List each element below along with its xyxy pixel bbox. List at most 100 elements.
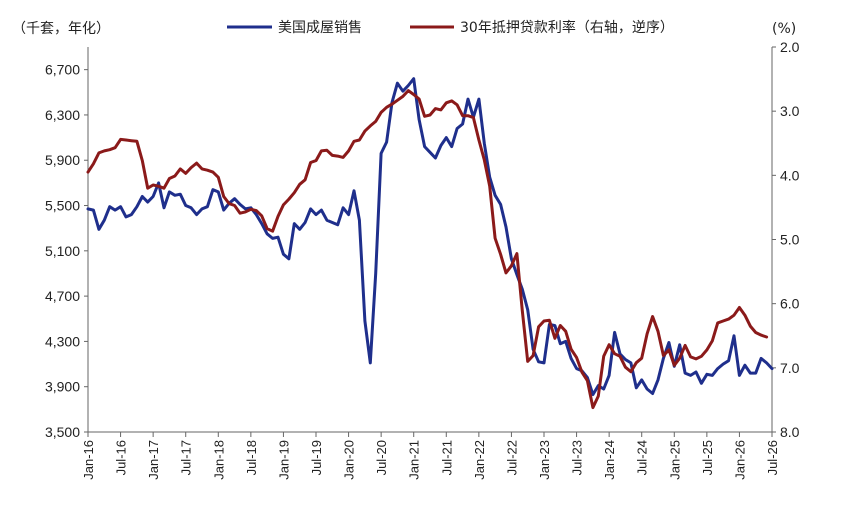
data-point-sales — [130, 213, 133, 216]
data-point-sales — [239, 203, 241, 206]
data-point-sales — [613, 331, 616, 334]
left-tick-label: 6,300 — [45, 107, 80, 123]
data-point-sales — [684, 372, 686, 374]
data-point-sales — [369, 362, 372, 364]
x-tick-label: Jul-16 — [114, 440, 129, 475]
data-point-mortgage-rate — [727, 318, 730, 320]
data-point-mortgage-rate — [559, 324, 562, 327]
x-tick-label: Jan-17 — [146, 440, 161, 480]
data-point-mortgage-rate — [119, 138, 122, 141]
data-point-sales — [353, 190, 355, 192]
data-point-mortgage-rate — [326, 149, 328, 152]
data-point-sales — [412, 77, 415, 80]
data-point-sales — [619, 353, 621, 355]
x-tick-label: Jul-23 — [570, 440, 585, 475]
data-point-sales — [222, 209, 225, 211]
x-tick-label: Jul-18 — [244, 440, 259, 475]
data-point-mortgage-rate — [678, 357, 681, 360]
data-point-mortgage-rate — [657, 330, 659, 333]
data-point-sales — [402, 90, 404, 92]
data-point-sales — [722, 363, 724, 365]
data-point-mortgage-rate — [499, 253, 502, 256]
x-tick-label: Jan-23 — [537, 440, 552, 480]
data-point-sales — [266, 233, 268, 235]
data-point-mortgage-rate — [711, 340, 714, 342]
data-point-sales — [765, 362, 768, 364]
data-point-mortgage-rate — [689, 356, 692, 358]
right-axis-label: (%) — [772, 21, 796, 37]
data-point-sales — [163, 207, 165, 209]
data-point-mortgage-rate — [163, 187, 165, 189]
data-point-mortgage-rate — [440, 109, 442, 111]
data-point-mortgage-rate — [450, 100, 453, 102]
data-point-sales — [461, 123, 464, 125]
axes: 3,500 3,900 4,300 4,700 5,100 5,500 5,900 6,300… — [45, 39, 800, 480]
left-tick-label: 4,300 — [45, 333, 80, 349]
data-point-sales — [315, 213, 317, 216]
data-point-sales — [646, 388, 648, 390]
data-point-mortgage-rate — [651, 315, 654, 318]
data-point-mortgage-rate — [239, 212, 241, 214]
data-point-mortgage-rate — [146, 187, 149, 189]
data-point-sales — [478, 98, 480, 100]
data-point-sales — [309, 208, 312, 210]
data-point-sales — [282, 253, 285, 255]
data-point-sales — [342, 207, 344, 209]
series-layer — [86, 77, 774, 410]
data-point-mortgage-rate — [293, 191, 296, 194]
data-point-mortgage-rate — [744, 314, 746, 317]
data-point-sales — [716, 367, 719, 370]
data-point-mortgage-rate — [592, 406, 594, 409]
data-point-sales — [179, 193, 182, 195]
data-point-sales — [494, 194, 496, 197]
series-line-mortgage-rate — [86, 89, 769, 410]
data-point-sales — [347, 213, 350, 216]
data-point-mortgage-rate — [635, 361, 638, 364]
data-point-mortgage-rate — [309, 161, 312, 164]
x-tick-label: Jul-17 — [179, 440, 194, 475]
data-point-sales — [119, 205, 122, 208]
data-point-mortgage-rate — [602, 355, 605, 358]
left-tick-label: 5,100 — [45, 243, 80, 259]
data-point-mortgage-rate — [532, 354, 534, 357]
data-point-mortgage-rate — [385, 106, 388, 109]
data-point-sales — [125, 216, 127, 218]
data-point-sales — [103, 219, 106, 221]
data-point-sales — [374, 272, 377, 275]
data-point-mortgage-rate — [380, 111, 382, 114]
data-point-mortgage-rate — [646, 333, 648, 335]
data-point-sales — [277, 236, 279, 238]
data-point-mortgage-rate — [608, 343, 610, 346]
data-point-mortgage-rate — [342, 156, 344, 159]
x-tick-label: Jan-26 — [732, 440, 747, 480]
data-point-sales — [364, 320, 366, 322]
data-point-mortgage-rate — [298, 183, 301, 186]
data-point-sales — [92, 209, 95, 211]
data-point-sales — [754, 372, 757, 374]
right-tick-label: 4.0 — [780, 167, 800, 183]
data-point-mortgage-rate — [418, 98, 420, 100]
data-point-mortgage-rate — [168, 177, 171, 180]
left-tick-label: 3,900 — [45, 379, 80, 395]
data-point-sales — [450, 145, 453, 148]
data-point-mortgage-rate — [673, 364, 676, 367]
data-point-mortgage-rate — [662, 354, 665, 357]
data-point-mortgage-rate — [250, 208, 252, 211]
data-point-sales — [423, 145, 426, 148]
data-point-mortgage-rate — [260, 215, 263, 217]
data-point-mortgage-rate — [195, 162, 198, 164]
data-point-mortgage-rate — [98, 152, 100, 154]
data-point-mortgage-rate — [157, 185, 160, 187]
data-point-sales — [434, 157, 437, 159]
data-point-mortgage-rate — [179, 168, 182, 170]
x-tick-label: Jan-22 — [472, 440, 487, 480]
data-point-mortgage-rate — [700, 355, 703, 358]
data-point-mortgage-rate — [358, 139, 361, 141]
data-point-sales — [114, 209, 116, 211]
data-point-mortgage-rate — [114, 146, 116, 149]
data-point-mortgage-rate — [684, 344, 686, 347]
left-tick-label: 5,500 — [45, 198, 80, 214]
data-point-sales — [190, 207, 192, 209]
data-point-mortgage-rate — [282, 204, 285, 206]
data-point-mortgage-rate — [467, 114, 469, 117]
